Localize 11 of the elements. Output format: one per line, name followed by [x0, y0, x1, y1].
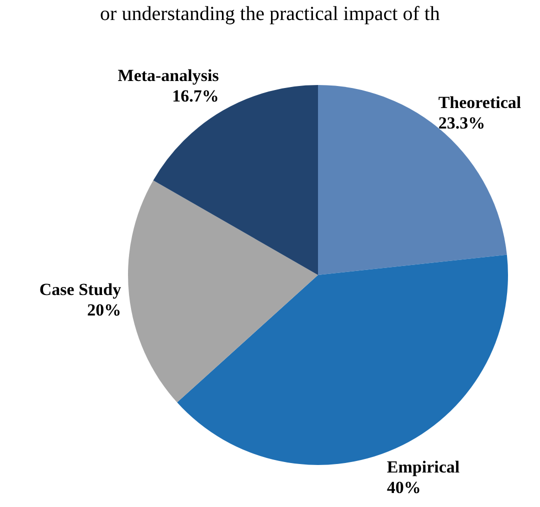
data-label: 20% [87, 300, 122, 320]
text: or understanding the practical impact of th [100, 3, 440, 25]
data-label: 23.3% [438, 113, 486, 132]
data-label: 16.7% [172, 86, 219, 106]
slice-label: Theoretical [438, 92, 522, 112]
pie-slice [128, 180, 318, 402]
pie-slice [153, 85, 318, 275]
data-label: 40% [386, 478, 421, 497]
slice-label: Case Study [39, 280, 122, 300]
slice-label: Meta-analysis [118, 66, 220, 86]
slice-label: Empirical [386, 457, 460, 476]
